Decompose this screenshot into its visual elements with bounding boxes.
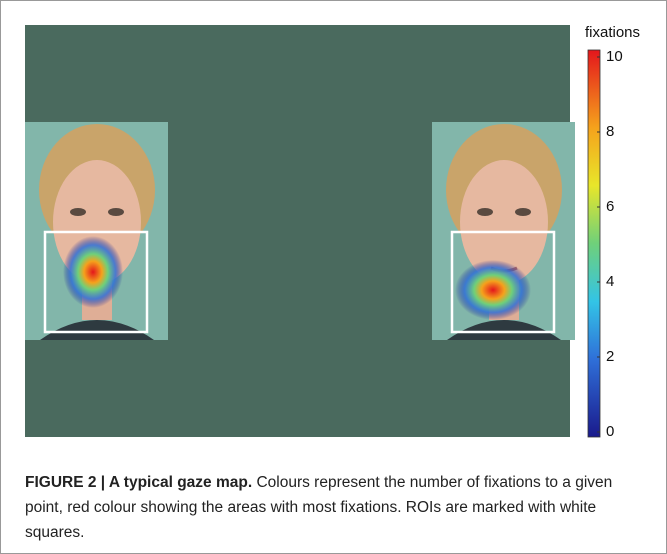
colorbar-tick-label: 6 [606,198,614,215]
colorbar-tick-label: 4 [606,273,614,290]
colorbar [587,49,601,438]
face-right [432,122,575,340]
colorbar-tick-label: 10 [606,48,623,65]
caption-label: FIGURE 2 | A typical gaze map. [25,474,253,491]
colorbar-label: fixations [585,24,640,41]
colorbar-tick-label: 2 [606,348,614,365]
face-left [25,122,168,340]
caption: FIGURE 2 | A typical gaze map. Colours r… [25,470,650,545]
caption-text: Colours represent the number of fixation… [25,474,613,541]
colorbar-tick-label: 8 [606,123,614,140]
colorbar-tick-label: 0 [606,423,614,440]
